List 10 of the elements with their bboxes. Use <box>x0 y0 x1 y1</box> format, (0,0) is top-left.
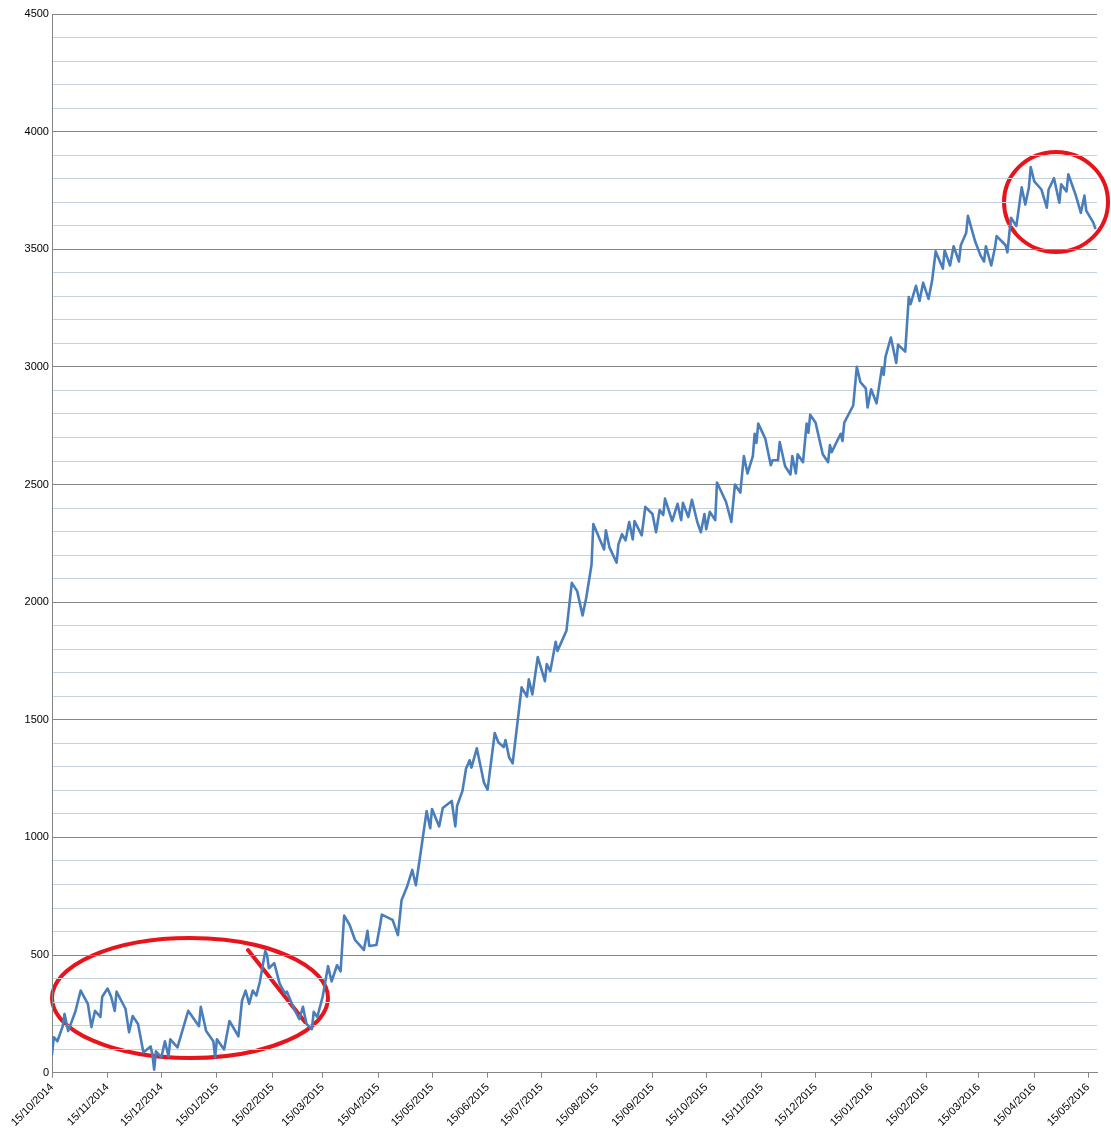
y-tick-label: 2000 <box>24 595 49 608</box>
y-tick-label: 2500 <box>24 477 49 490</box>
y-tick-label: 0 <box>42 1065 49 1078</box>
y-tick-label: 3500 <box>24 242 49 255</box>
y-tick-label: 4500 <box>24 7 49 20</box>
y-tick-label: 1000 <box>24 830 49 843</box>
y-tick-label: 3000 <box>24 359 49 372</box>
y-tick-label: 500 <box>30 948 49 961</box>
y-tick-label: 4000 <box>24 124 49 137</box>
y-tick-label: 1500 <box>24 712 49 725</box>
